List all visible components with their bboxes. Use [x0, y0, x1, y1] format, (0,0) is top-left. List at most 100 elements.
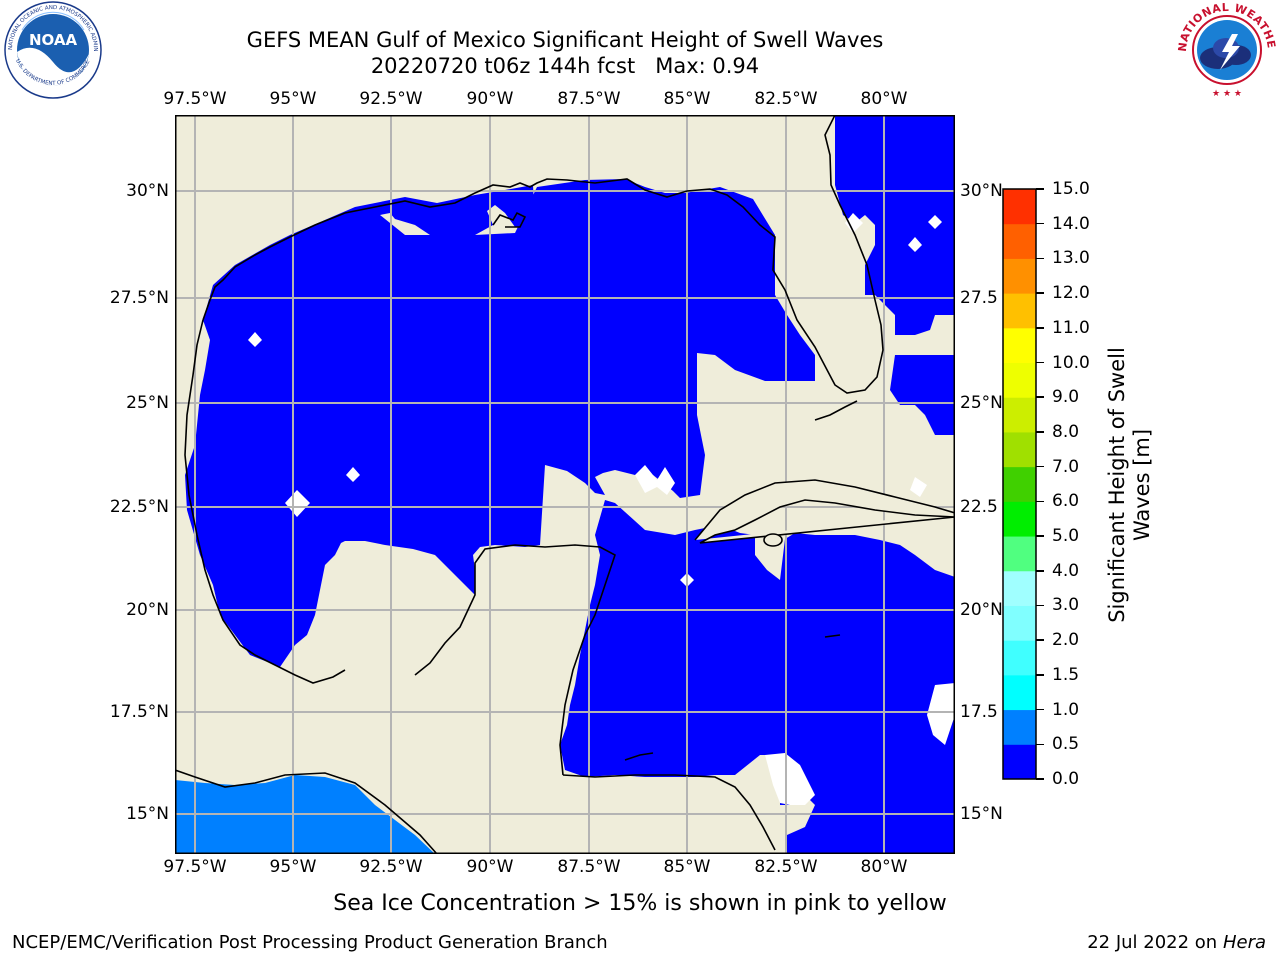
credit-left: NCEP/EMC/Verification Post Processing Pr…: [12, 932, 608, 953]
colorbar-tick-mark: [1036, 396, 1044, 398]
noaa-logo-text: NOAA: [29, 31, 78, 49]
colorbar-tick-label: 9.0: [1052, 387, 1080, 408]
lon-tick-top: 87.5°W: [557, 89, 621, 109]
lon-tick-top: 95°W: [269, 89, 317, 109]
nodata-patch: [248, 332, 262, 347]
colorbar-tick-mark: [1036, 500, 1044, 503]
nodata-patch: [845, 213, 863, 233]
colorbar-tick-label: 3.0: [1052, 595, 1080, 616]
colorbar-tick-label: 1.5: [1052, 664, 1080, 685]
nodata-patch: [635, 465, 675, 495]
nws-logo: NATIONAL WEATHER SERVICE ★ ★ ★: [1169, 0, 1280, 102]
colorbar-segment: [1003, 501, 1036, 537]
lat-tick-left: 27.5°N: [109, 288, 169, 308]
colorbar-segment: [1003, 327, 1036, 364]
colorbar-tick-mark: [1036, 674, 1044, 676]
lon-tick-bottom: 95°W: [269, 857, 317, 877]
lat-tick-left: 25°N: [126, 393, 169, 413]
colorbar-tick-label: 1.0: [1052, 699, 1080, 720]
colorbar-segment: [1003, 744, 1036, 780]
colorbar-segment: [1003, 189, 1036, 225]
colorbar-tick-label: 4.0: [1052, 560, 1080, 581]
lon-tick-bottom: 80°W: [860, 857, 908, 877]
colorbar-segment: [1003, 640, 1036, 676]
lat-tick-left: 17.5°N: [109, 702, 169, 722]
colorbar-tick-mark: [1036, 327, 1044, 329]
nodata-patch: [928, 215, 942, 229]
swell-field-bahamas: [890, 355, 955, 435]
lat-tick-right: 20°N: [960, 600, 1003, 620]
colorbar-tick-mark: [1036, 604, 1044, 607]
lat-tick-right: 25°N: [960, 393, 1003, 413]
colorbar-tick-label: 5.0: [1052, 526, 1080, 547]
lon-tick-top: 82.5°W: [754, 89, 818, 109]
colorbar-segment: [1003, 431, 1036, 468]
lon-tick-top: 90°W: [466, 89, 514, 109]
swell-field-caribbean: [560, 500, 955, 854]
colorbar-segment: [1003, 570, 1036, 606]
credit-date: 22 Jul 2022 on: [1087, 932, 1223, 953]
colorbar-tick-label: 13.0: [1052, 248, 1090, 269]
lon-tick-bottom: 97.5°W: [163, 857, 227, 877]
chart-title: GEFS MEAN Gulf of Mexico Significant Hei…: [246, 28, 884, 52]
swell-field-atlantic: [835, 115, 955, 335]
colorbar-label-line2: Waves [m]: [1130, 428, 1154, 542]
swell-field-gulf: [185, 179, 815, 667]
map-panel: [175, 115, 955, 854]
lon-tick-bottom: 87.5°W: [557, 857, 621, 877]
colorbar-tick-mark: [1036, 535, 1044, 537]
lat-tick-left: 20°N: [126, 600, 169, 620]
sea-ice-note: Sea Ice Concentration > 15% is shown in …: [333, 891, 947, 916]
colorbar-segment: [1003, 397, 1036, 433]
nodata-patch: [765, 753, 815, 805]
credit-right: 22 Jul 2022 on Hera: [1087, 932, 1266, 953]
colorbar-label: Significant Height of Swell Waves [m]: [1105, 347, 1155, 623]
colorbar-segment: [1003, 674, 1036, 711]
lat-tick-left: 15°N: [126, 804, 169, 824]
colorbar-tick-mark: [1036, 778, 1044, 780]
lon-tick-bottom: 85°W: [663, 857, 711, 877]
colorbar-tick-label: 6.0: [1052, 491, 1080, 512]
credit-host: Hera: [1222, 932, 1266, 953]
colorbar-label-line1: Significant Height of Swell: [1105, 347, 1129, 623]
colorbar-segment: [1003, 293, 1036, 329]
colorbar-tick-mark: [1036, 743, 1044, 746]
colorbar-tick-label: 0.0: [1052, 769, 1080, 789]
colorbar-tick-label: 0.5: [1052, 734, 1080, 755]
colorbar-tick-mark: [1036, 188, 1044, 190]
lat-tick-right: 22.5: [960, 497, 998, 517]
nodata-patch: [346, 467, 360, 482]
colorbar-tick-label: 10.0: [1052, 352, 1090, 373]
colorbar-segment: [1003, 605, 1036, 641]
coastlines: [175, 115, 955, 854]
colorbar-tick-mark: [1036, 431, 1044, 433]
colorbar-tick-mark: [1036, 361, 1044, 364]
colorbar-tick-mark: [1036, 465, 1044, 468]
colorbar-tick-mark: [1036, 639, 1044, 641]
nodata-patch: [910, 477, 927, 497]
colorbar-tick-label: 2.0: [1052, 630, 1080, 651]
colorbar-tick-label: 8.0: [1052, 421, 1080, 442]
colorbar-segment: [1003, 258, 1036, 294]
colorbar-tick-mark: [1036, 222, 1044, 225]
lon-tick-bottom: 82.5°W: [754, 857, 818, 877]
map-frame: [175, 115, 955, 854]
noaa-logo: NOAA NATIONAL OCEANIC AND ATMOSPHERIC AD…: [0, 0, 110, 105]
colorbar-segment: [1003, 536, 1036, 572]
lon-tick-top: 92.5°W: [359, 89, 423, 109]
gridlines: [175, 115, 955, 854]
colorbar-segment: [1003, 709, 1036, 745]
colorbar-tick-mark: [1036, 708, 1044, 711]
lat-tick-right: 15°N: [960, 804, 1003, 824]
colorbar-tick-label: 15.0: [1052, 179, 1090, 199]
lat-tick-right: 17.5: [960, 702, 998, 722]
colorbar-tick-mark: [1036, 292, 1044, 294]
colorbar-tick-label: 7.0: [1052, 456, 1080, 477]
colorbar-segment: [1003, 223, 1036, 259]
nodata-patch: [285, 490, 310, 517]
lon-tick-top: 97.5°W: [163, 89, 227, 109]
colorbar-tick-mark: [1036, 257, 1044, 260]
lat-tick-left: 22.5°N: [109, 497, 169, 517]
colorbar-tick-mark: [1036, 570, 1044, 572]
svg-text:★ ★ ★: ★ ★ ★: [1212, 89, 1242, 99]
